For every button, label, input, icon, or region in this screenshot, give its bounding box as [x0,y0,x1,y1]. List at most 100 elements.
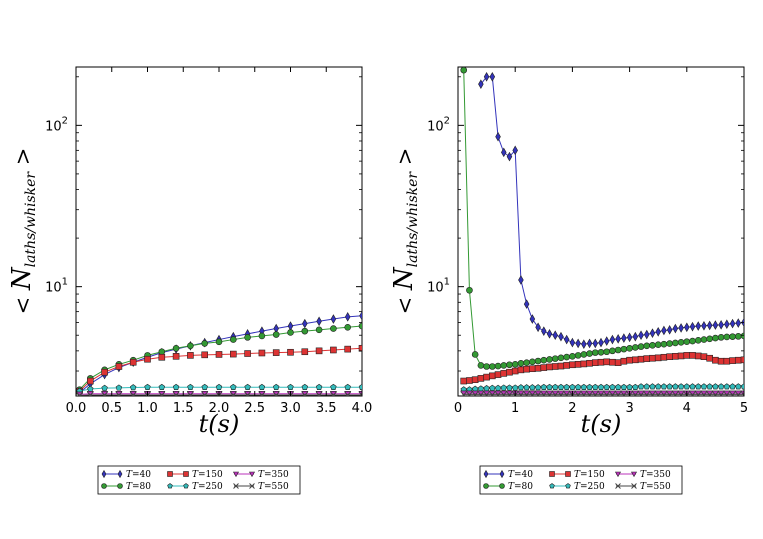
data-point-T=250 [683,383,691,390]
legend-marker [483,483,489,489]
data-point-T=150 [272,349,280,356]
data-point-T=550 [158,391,166,396]
data-point-T=80 [215,338,223,346]
legend-marker [117,469,123,479]
data-point-T=150 [187,352,194,359]
legend-marker [101,469,107,479]
data-point-T=80 [187,342,194,350]
legend-marker [565,471,571,477]
data-point-T=80 [477,362,485,369]
data-point-T=550 [500,391,508,396]
data-point-T=250 [660,383,668,390]
data-point-T=80 [494,362,502,370]
data-point-T=550 [586,391,593,396]
data-point-T=80 [230,336,237,343]
data-point-T=250 [723,383,731,390]
data-point-T=40 [529,314,536,324]
data-point-T=250 [649,383,656,390]
data-point-T=40 [512,145,518,156]
data-point-T=80 [517,359,525,367]
data-point-T=40 [598,337,604,348]
data-point-T=250 [129,384,137,391]
x-tick-label: 3 [625,401,633,416]
data-point-T=250 [489,384,496,391]
data-point-T=550 [129,391,137,396]
data-point-T=40 [615,334,621,344]
data-point-T=40 [478,79,484,89]
data-point-T=40 [655,327,661,337]
legend-marker [615,483,621,489]
data-point-T=550 [523,391,530,396]
data-point-T=40 [581,339,587,349]
x-axis-label-2: t(s) [581,410,622,438]
legend-marker [249,483,255,489]
data-point-T=80 [506,361,513,369]
data-point-T=80 [466,286,473,294]
data-point-T=250 [574,383,582,390]
data-point-T=550 [694,391,702,396]
data-point-T=40 [724,319,730,330]
data-point-T=40 [586,338,593,349]
data-point-T=250 [158,383,166,390]
data-point-T=150 [489,372,496,380]
data-point-T=250 [689,383,696,390]
legend-marker [614,471,622,478]
x-tick-label: 2.0 [209,401,230,416]
data-point-T=250 [740,383,744,390]
data-point-T=550 [660,391,668,396]
data-point-T=550 [358,391,362,396]
legend-box [479,465,683,495]
data-point-T=250 [666,383,673,390]
data-point-T=40 [678,323,684,333]
data-point-T=80 [729,333,736,340]
legend-label: T=40 [126,470,151,480]
data-point-T=550 [529,391,536,396]
data-point-T=150 [694,352,702,360]
legend-marker [183,471,189,477]
data-point-T=250 [287,383,294,390]
data-point-T=550 [557,391,565,396]
data-point-T=40 [718,320,724,330]
data-point-T=250 [258,383,266,390]
data-point-T=80 [158,348,166,356]
data-point-T=80 [272,331,280,338]
data-point-T=40 [712,320,719,330]
data-point-T=150 [563,362,570,369]
y-axis-label-2: < Nlaths/whisker > [389,148,421,315]
data-point-T=40 [632,331,639,342]
data-point-T=550 [551,391,559,396]
data-point-T=80 [700,336,708,343]
data-point-T=550 [643,391,651,396]
data-point-T=150 [471,376,479,384]
data-point-T=150 [740,356,744,364]
data-point-T=80 [666,340,673,347]
data-point-T=250 [523,384,530,391]
data-point-T=550 [229,391,237,396]
data-point-T=150 [700,353,708,360]
data-point-T=550 [706,391,714,396]
data-point-T=80 [620,345,628,353]
data-point-T=150 [215,351,223,358]
data-point-T=80 [580,351,588,358]
data-point-T=550 [272,391,280,396]
legend-box [97,465,301,495]
data-point-T=550 [471,391,479,396]
data-point-T=150 [717,357,725,365]
data-point-T=250 [609,383,616,390]
x-tick-label: 0.5 [101,401,122,416]
data-point-T=250 [552,383,559,390]
data-point-T=550 [115,391,123,396]
data-point-T=550 [86,391,94,396]
data-point-T=150 [500,370,508,377]
data-point-T=550 [494,391,502,396]
data-point-T=250 [717,383,725,390]
data-point-T=40 [563,334,570,345]
data-point-T=250 [272,383,280,390]
data-point-T=40 [684,322,690,333]
data-point-T=80 [569,353,576,360]
data-point-T=150 [591,359,599,366]
data-point-T=250 [695,383,702,390]
x-tick-label: 3.0 [280,401,301,416]
data-point-T=80 [471,351,479,358]
data-point-T=150 [230,350,237,358]
